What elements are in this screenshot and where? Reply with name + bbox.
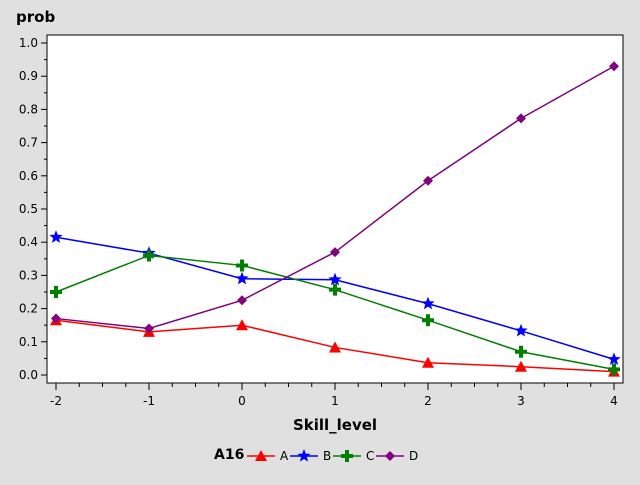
x-tick-label: -1 — [143, 394, 155, 408]
data-point-B — [607, 352, 621, 366]
data-point-D — [51, 313, 61, 324]
data-point-A — [329, 341, 341, 353]
data-point-C — [515, 345, 527, 358]
x-tick-label: 4 — [610, 394, 618, 408]
data-point-D — [423, 175, 433, 186]
legend-items: A B C D — [247, 449, 418, 463]
plot-area — [46, 34, 624, 384]
y-tick-label: 0.6 — [19, 169, 38, 183]
data-point-C — [236, 259, 248, 272]
data-point-D — [330, 247, 340, 258]
data-point-A — [236, 319, 248, 331]
legend: A16 A B C D — [214, 447, 418, 463]
data-point-D — [609, 61, 619, 72]
legend-marker — [385, 451, 395, 461]
x-axis-ticks: -2 -1 0 1 2 3 4 — [50, 383, 618, 408]
legend-label: D — [409, 449, 418, 463]
legend-label: A — [280, 449, 289, 463]
data-point-B — [421, 296, 435, 310]
legend-title: A16 — [214, 447, 244, 463]
x-tick-label: 2 — [424, 394, 432, 408]
y-tick-label: 0.9 — [19, 69, 38, 83]
data-point-C — [50, 286, 62, 298]
y-axis-ticks: 0.0 0.1 0.2 0.3 0.4 0.5 0.6 0.7 0.8 0.9 1.0 — [19, 36, 47, 382]
legend-label: B — [323, 449, 331, 463]
data-point-D — [144, 323, 154, 334]
x-tick-label: -2 — [50, 394, 62, 408]
legend-marker — [297, 449, 311, 462]
data-point-C — [143, 249, 155, 262]
data-point-A — [422, 356, 434, 368]
data-point-C — [422, 314, 434, 327]
y-tick-label: 0.5 — [19, 202, 38, 216]
data-point-B — [328, 272, 342, 286]
series-layer — [49, 61, 621, 377]
legend-item-A: A — [247, 449, 289, 463]
legend-marker — [255, 450, 267, 461]
y-tick-label: 0.2 — [19, 302, 38, 316]
series-D — [51, 61, 619, 334]
x-tick-label: 0 — [238, 394, 246, 408]
legend-label: C — [366, 449, 374, 463]
y-tick-label: 0.7 — [19, 136, 38, 150]
data-point-A — [515, 360, 527, 372]
x-axis-label: Skill_level — [293, 416, 377, 434]
y-tick-label: 0.3 — [19, 268, 38, 282]
data-point-B — [49, 230, 63, 243]
data-point-D — [237, 295, 247, 306]
legend-item-C: C — [333, 449, 374, 463]
x-tick-label: 1 — [331, 394, 339, 408]
x-tick-label: 3 — [517, 394, 525, 408]
y-tick-label: 1.0 — [19, 36, 38, 50]
y-axis-label: prob — [16, 8, 55, 26]
data-point-B — [235, 271, 249, 285]
legend-item-D: D — [376, 449, 418, 463]
y-tick-label: 0.8 — [19, 102, 38, 116]
legend-marker — [341, 450, 353, 462]
y-tick-label: 0.0 — [19, 368, 38, 382]
data-point-C — [608, 363, 620, 376]
y-tick-label: 0.1 — [19, 335, 38, 349]
series-C — [50, 249, 620, 376]
data-point-B — [514, 323, 528, 337]
y-tick-label: 0.4 — [19, 235, 38, 249]
data-point-C — [329, 283, 341, 296]
data-point-D — [516, 113, 526, 124]
legend-item-B: B — [290, 449, 331, 463]
